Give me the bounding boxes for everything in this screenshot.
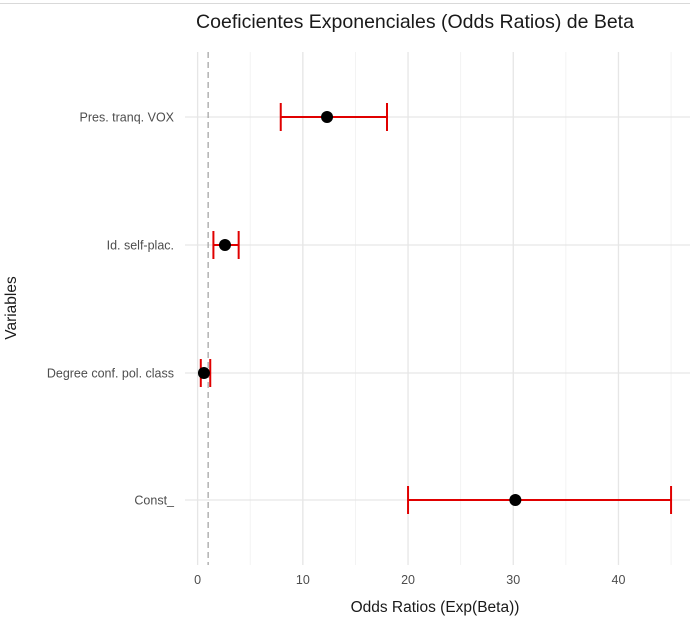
estimate-point [321, 111, 334, 123]
y-tick-label: Id. self-plac. [107, 239, 174, 253]
x-tick-labels: 0 10 20 30 40 [194, 573, 625, 587]
y-tick-label: Pres. tranq. VOX [80, 111, 175, 125]
estimate-point [218, 239, 231, 251]
grid-layer [185, 52, 690, 565]
x-tick-label: 10 [296, 573, 310, 587]
estimate-point [509, 494, 522, 506]
y-tick-labels: Pres. tranq. VOX Id. self-plac. Degree con… [47, 111, 175, 508]
x-axis-title: Odds Ratios (Exp(Beta)) [351, 599, 520, 616]
top-border-line [0, 3, 690, 4]
x-tick-label: 30 [506, 573, 520, 587]
estimate-point [197, 367, 210, 379]
y-tick-label: Const_ [134, 494, 175, 508]
y-tick-label: Degree conf. pol. class [47, 367, 174, 381]
x-tick-label: 0 [194, 573, 201, 587]
x-tick-label: 40 [612, 573, 626, 587]
marks-layer [197, 103, 673, 514]
chart-title: Coeficientes Exponenciales (Odds Ratios)… [196, 11, 634, 33]
y-axis-title: Variables [3, 276, 20, 340]
x-tick-label: 20 [401, 573, 415, 587]
